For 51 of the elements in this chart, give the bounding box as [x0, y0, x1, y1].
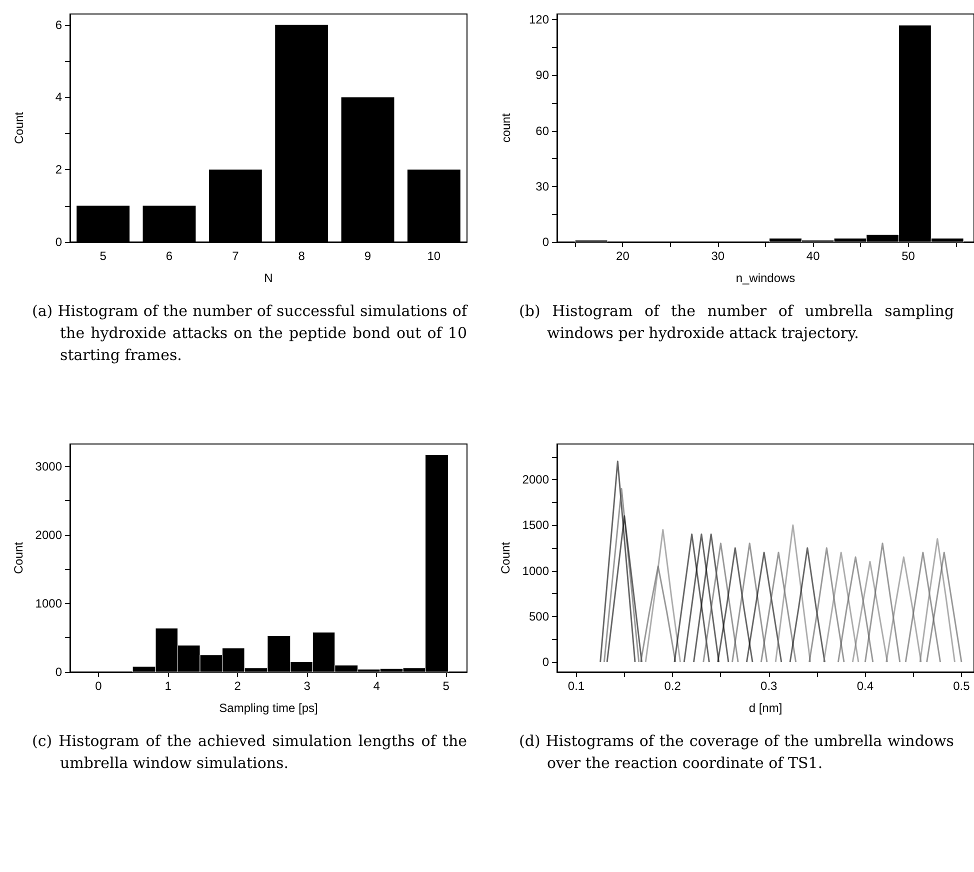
y-tick-label: 2000	[35, 528, 62, 542]
y-tick-label: 2000	[522, 472, 550, 487]
y-tick-label: 0	[542, 654, 550, 669]
y-axis-title: Count	[11, 541, 26, 574]
y-axis-title: Count	[12, 111, 26, 144]
x-tick-label: 5	[100, 249, 107, 263]
x-tick-label: 0.5	[953, 679, 970, 693]
x-tick-label: 7	[232, 249, 240, 263]
x-tick-label: 2	[234, 679, 242, 693]
y-tick-label: 0	[542, 235, 550, 249]
x-tick-label: 6	[166, 249, 173, 263]
x-tick-label: 40	[806, 249, 820, 263]
y-tick-label: 2	[55, 162, 62, 177]
text: (c) Histogram of the achieved simulation lengths of the umbrella window simulations.	[31, 731, 468, 774]
x-tick-label: 3	[304, 679, 311, 693]
y-tick-label: 90	[536, 68, 550, 82]
x-tick-label: 8	[298, 249, 306, 263]
y-axis-title: Count	[498, 541, 512, 574]
y-tick-label: 1000	[522, 564, 550, 578]
y-tick-label: 30	[536, 179, 550, 194]
x-tick-label: 0.3	[760, 679, 778, 693]
y-tick-label: 1000	[35, 596, 62, 610]
x-tick-label: 5	[442, 679, 450, 693]
x-tick-label: 4	[373, 679, 380, 693]
x-axis-title: n_windows	[736, 271, 796, 285]
x-tick-label: 0.4	[856, 679, 874, 693]
x-tick-label: 20	[616, 249, 630, 263]
y-tick-label: 60	[536, 124, 550, 138]
y-tick-label: 6	[55, 18, 62, 32]
y-tick-label: 120	[528, 12, 550, 27]
x-axis-title: Sampling time [ps]	[219, 701, 318, 715]
y-tick-label: 0	[55, 665, 62, 679]
y-tick-label: 1500	[522, 518, 550, 532]
x-axis-title: N	[264, 271, 273, 285]
x-tick-label: 50	[902, 249, 916, 263]
x-tick-label: 30	[711, 249, 725, 263]
x-tick-label: 0.1	[568, 679, 585, 693]
x-tick-label: 10	[427, 249, 441, 263]
x-axis-title: d [nm]	[748, 701, 782, 715]
x-tick-label: 1	[164, 679, 172, 693]
x-tick-label: 0.2	[664, 679, 682, 693]
text: (d) Histograms of the coverage of the umbrella windows over the reaction coordinate of TS1.	[518, 731, 955, 774]
y-tick-label: 3000	[35, 459, 62, 474]
text: (a) Histogram of the number of successful simulations of the hydroxide attacks on the peptide bond out of 10 starting frames.	[31, 301, 469, 366]
x-tick-label: 0	[95, 679, 102, 693]
y-tick-label: 0	[55, 235, 62, 249]
y-tick-label: 4	[55, 90, 62, 104]
text: (b) Histogram of the number of umbrella sampling windows per hydroxide attack trajectory.	[518, 301, 955, 344]
y-axis-title: count	[499, 112, 513, 143]
x-tick-label: 9	[364, 249, 372, 263]
y-tick-label: 500	[528, 609, 550, 624]
